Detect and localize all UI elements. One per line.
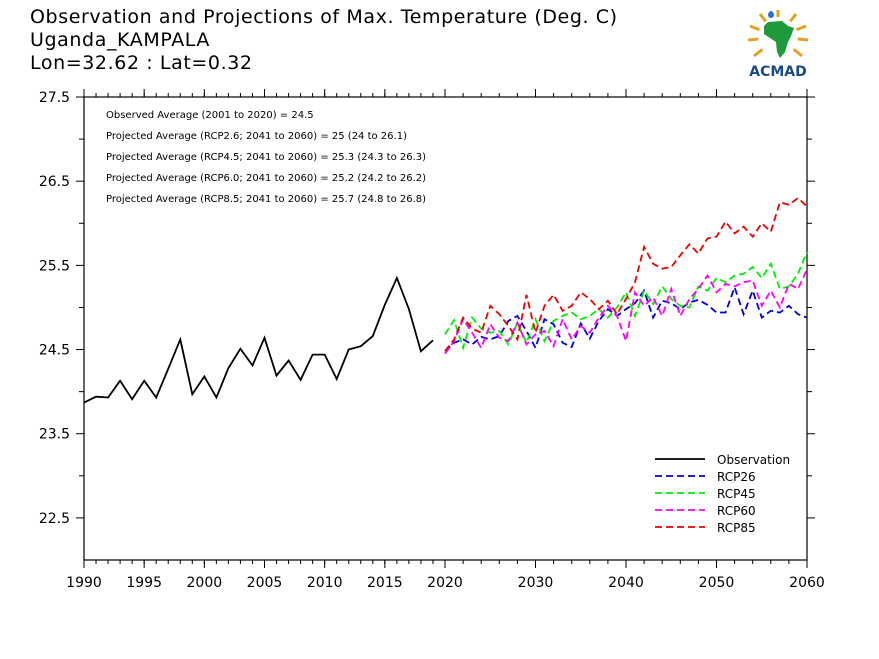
chart-series [83, 196, 808, 404]
x-tick-label: 2015 [367, 575, 403, 591]
legend-label-observation: Observation [717, 453, 790, 467]
location-name: Uganda_KAMPALA [30, 29, 211, 51]
annotation-rcp45: Projected Average (RCP4.5; 2041 to 2060)… [106, 152, 426, 163]
africa-map-logo-icon [747, 10, 809, 58]
annotation-rcp26: Projected Average (RCP2.6; 2041 to 2060)… [106, 131, 407, 142]
x-tick-label: 2020 [427, 575, 463, 591]
x-tick-label: 2050 [699, 575, 735, 591]
x-tick-label: 1990 [66, 575, 102, 591]
x-tick-label: 2005 [247, 575, 283, 591]
logo-text: ACMAD [749, 64, 807, 80]
annotation-rcp60: Projected Average (RCP6.0; 2041 to 2060)… [106, 173, 426, 184]
y-tick-label: 22.5 [39, 511, 70, 527]
y-tick-label: 23.5 [39, 427, 70, 443]
x-tick-label: 2030 [518, 575, 554, 591]
legend-label-rcp60: RCP60 [717, 504, 756, 518]
x-tick-label: 2040 [608, 575, 644, 591]
acmad-logo: ACMAD [738, 8, 818, 84]
plot-frame [83, 96, 808, 561]
chart-axes: 22.5 23.5 24.5 25.5 26.5 27.5 1990 1995 2000 2005… [39, 89, 825, 591]
x-tick-label: 2060 [789, 575, 825, 591]
annotation-block: Observed Average (2001 to 2020) = 24.5 P… [106, 110, 426, 205]
chart-legend: Observation RCP26 RCP45 RCP60 RCP85 [655, 453, 790, 535]
y-tick-label: 24.5 [39, 343, 70, 359]
legend-label-rcp85: RCP85 [717, 521, 756, 535]
y-tick-label: 25.5 [39, 258, 70, 274]
chart-title-block: Observation and Projections of Max. Temp… [30, 6, 618, 75]
annotation-rcp85: Projected Average (RCP8.5; 2041 to 2060)… [106, 194, 426, 205]
x-tick-label: 2010 [307, 575, 343, 591]
series-line-rcp26 [444, 284, 808, 352]
y-tick-label: 27.5 [39, 90, 70, 106]
legend-label-rcp45: RCP45 [717, 487, 756, 501]
series-line-observation [83, 275, 434, 404]
chart-title: Observation and Projections of Max. Temp… [30, 6, 618, 28]
x-tick-label: 1995 [126, 575, 162, 591]
y-tick-label: 26.5 [39, 174, 70, 190]
x-tick-label: 2000 [187, 575, 223, 591]
series-line-rcp60 [444, 269, 808, 355]
annotation-observed: Observed Average (2001 to 2020) = 24.5 [106, 110, 314, 121]
location-coordinates: Lon=32.62 : Lat=0.32 [30, 52, 253, 74]
series-line-rcp85 [444, 196, 808, 352]
legend-label-rcp26: RCP26 [717, 470, 756, 484]
